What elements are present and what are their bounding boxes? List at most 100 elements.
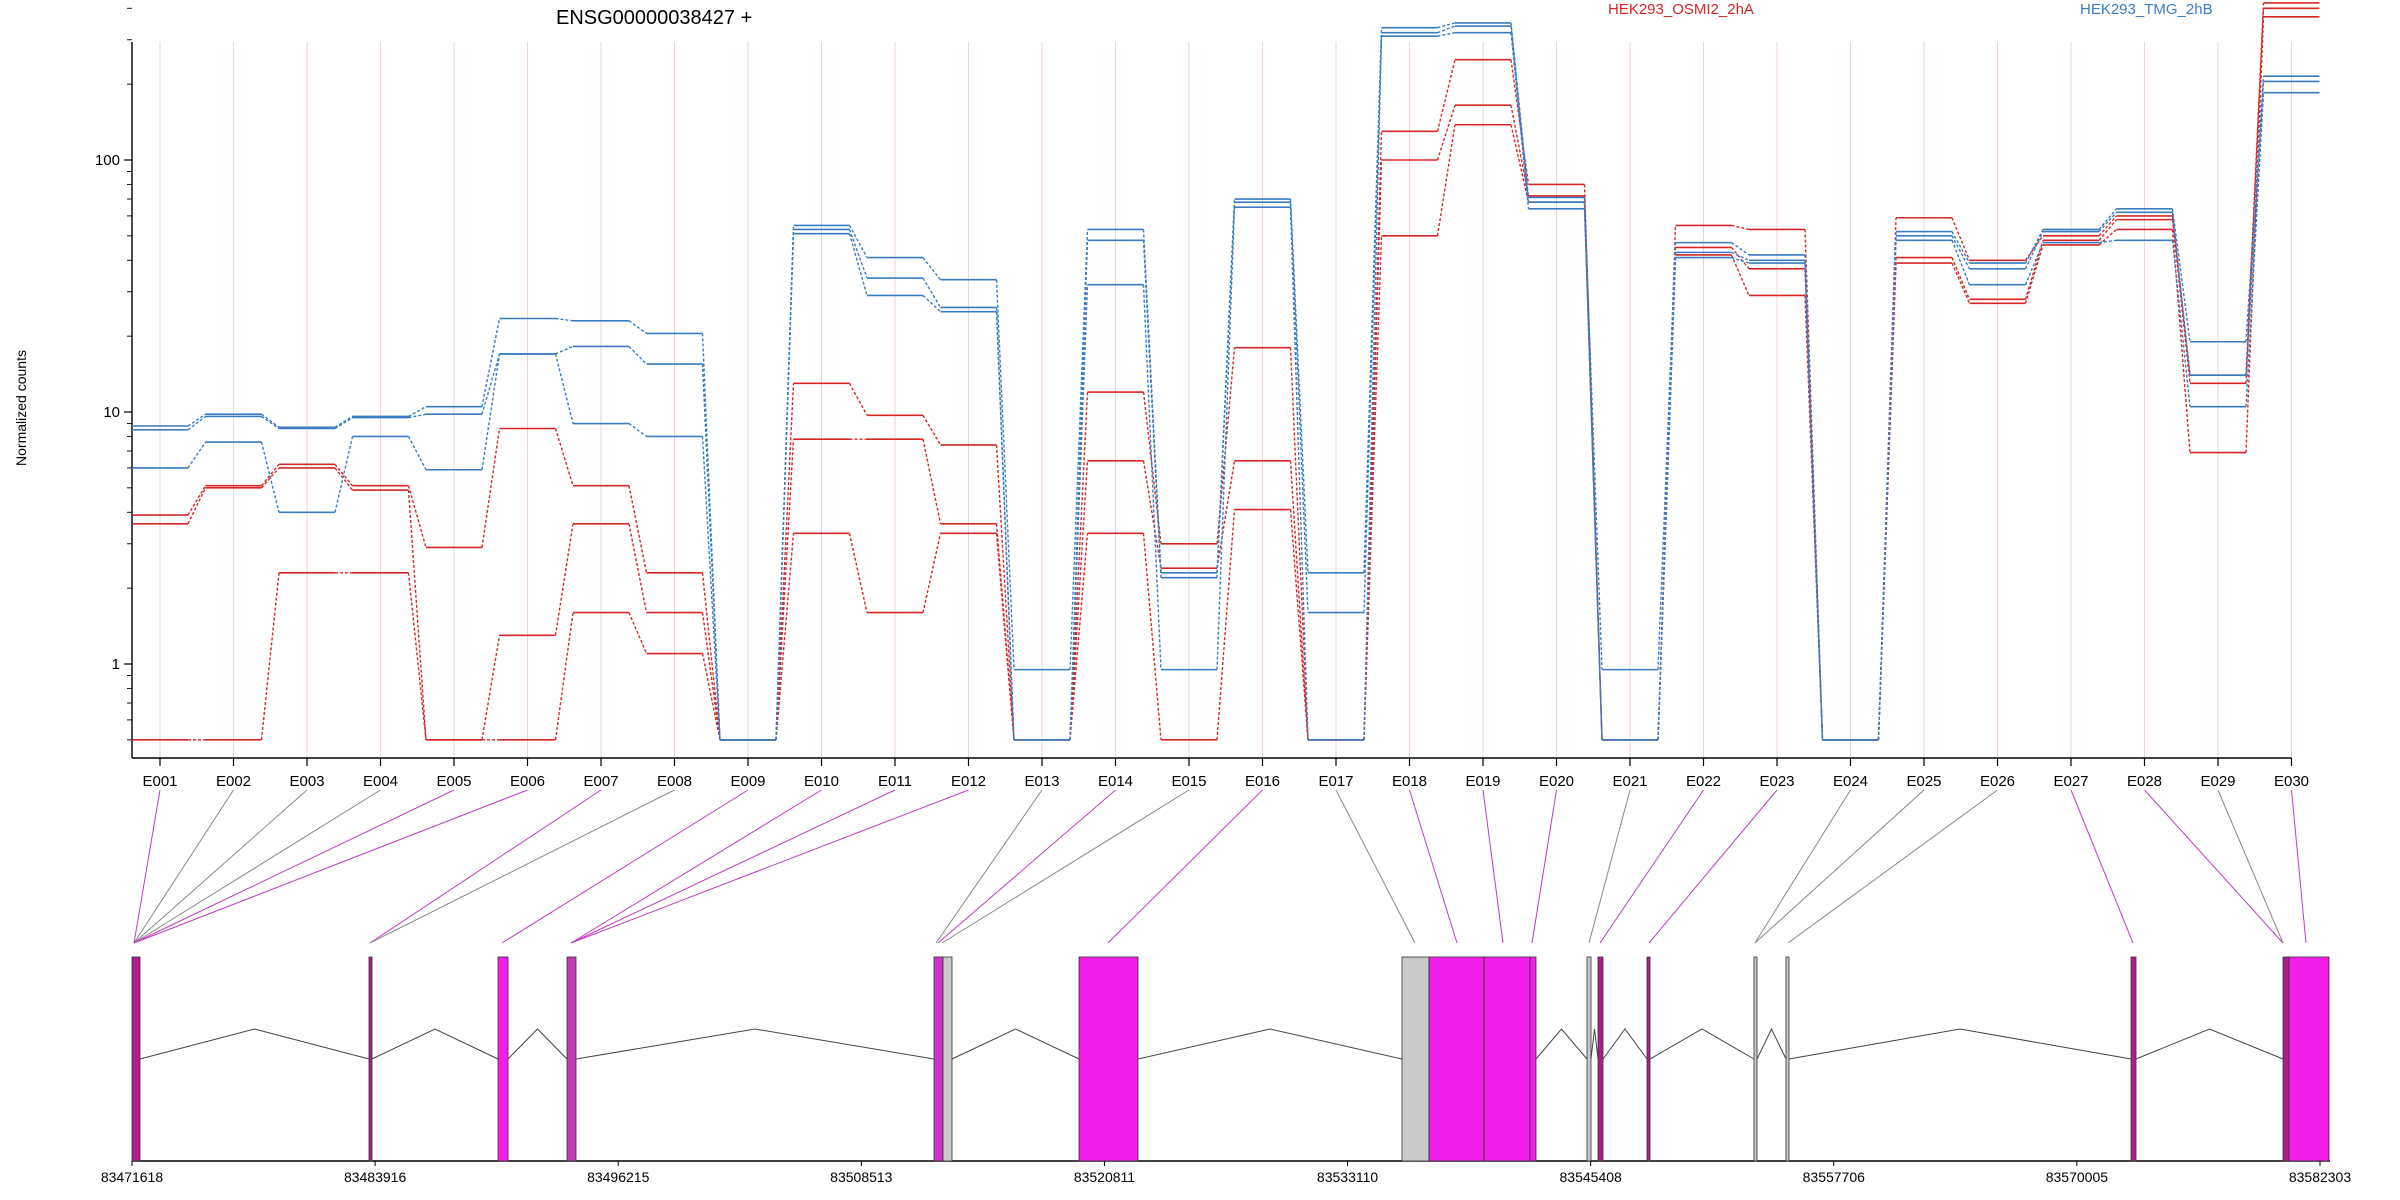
series-connector: [407, 485, 427, 548]
x-tick-label: E002: [216, 773, 251, 790]
intron-line: [1602, 1028, 1648, 1060]
genome-coordinates: 83471618 83483916 83496215 83508513 83520811…: [101, 1161, 2351, 1185]
series-connector: [775, 533, 795, 740]
series-6: [132, 31, 2320, 741]
series-connector: [995, 533, 1015, 740]
series-connector: [775, 233, 795, 740]
x-tick-label: E028: [2127, 773, 2162, 790]
coord-label: 83545408: [1560, 1169, 1623, 1185]
series-connector: [628, 485, 648, 573]
series-connector: [334, 463, 354, 487]
y-tick-label: 1: [112, 656, 120, 673]
series-connector: [2171, 212, 2191, 376]
exon-block: [2282, 956, 2290, 1162]
exon-connector: [1588, 789, 1631, 944]
series-connector: [1142, 460, 1162, 569]
y-tick-label: 10: [103, 404, 120, 421]
series-connector: [481, 635, 501, 740]
series-connector: [2245, 76, 2265, 342]
series-connector: [1731, 224, 1750, 231]
series-connector: [1069, 229, 1089, 670]
series-connector: [1436, 59, 1456, 132]
exon-connector: [369, 789, 675, 944]
series-connector: [555, 345, 574, 355]
coord-label: 83471618: [101, 1169, 164, 1185]
x-tick-label: E026: [1980, 773, 2015, 790]
series-connector: [628, 612, 648, 654]
series-connector: [1583, 208, 1603, 740]
series-connector: [1142, 284, 1162, 670]
coord-label: 83508513: [830, 1169, 893, 1185]
series-connector: [1436, 104, 1456, 161]
series-connector: [554, 428, 574, 486]
series-connector: [407, 572, 427, 740]
series-connector: [995, 311, 1015, 740]
exon-connector: [941, 789, 1190, 944]
x-tick-label: E003: [289, 773, 324, 790]
x-tick-label: E017: [1318, 773, 1353, 790]
intron-line: [1535, 1028, 1588, 1060]
series-connector: [1289, 460, 1309, 740]
series-connector: [701, 612, 721, 740]
series-connector: [1951, 262, 1971, 304]
series-connector: [2024, 231, 2044, 270]
legend-label-osmi2: HEK293_OSMI2_2hA: [1608, 1, 1754, 18]
series-connector: [1289, 202, 1309, 613]
series-connector: [481, 318, 501, 407]
series-connector: [1216, 460, 1236, 569]
series-connector: [848, 233, 868, 296]
x-tick-label: E029: [2200, 773, 2235, 790]
exon-block: [1401, 956, 1430, 1162]
exon-connector: [1482, 789, 1504, 944]
gene-model: [131, 956, 2330, 1162]
series-connector: [1216, 202, 1236, 578]
exon-connector: [1648, 789, 1778, 944]
x-tick-label: E019: [1465, 773, 1500, 790]
series-connector: [1951, 217, 1971, 261]
series-connector: [628, 320, 647, 335]
exon-connector: [1409, 789, 1458, 944]
exon-block: [2130, 956, 2137, 1162]
intron-line: [1788, 1028, 2132, 1060]
series-connector: [848, 225, 868, 258]
x-tick-label: E011: [878, 773, 912, 790]
series-connector: [481, 353, 501, 415]
series-connector: [1069, 284, 1089, 740]
intron-line: [951, 1028, 1080, 1060]
series-connector: [1657, 257, 1677, 740]
series-connector: [2245, 92, 2265, 407]
x-tick-label: E020: [1539, 773, 1574, 790]
x-tick-label: E014: [1098, 773, 1133, 790]
series-connector: [187, 485, 207, 516]
series-connector: [554, 612, 574, 740]
series-connector: [1877, 240, 1897, 740]
coord-label: 83557706: [1803, 1169, 1866, 1185]
exon-connector: [935, 789, 1043, 944]
exon-connector: [1599, 789, 1704, 944]
series-connector: [554, 523, 574, 636]
intron-line: [1590, 1028, 1599, 1060]
exon-block: [566, 956, 577, 1162]
series-connector: [1437, 32, 1456, 37]
series-connector: [1363, 36, 1383, 740]
grid-lines: [159, 42, 2292, 758]
series-connector: [1951, 257, 1971, 300]
exon-block: [1428, 956, 1485, 1162]
series-connector: [2245, 81, 2265, 376]
x-tick-label: E005: [436, 773, 471, 790]
exon-connector: [570, 789, 822, 944]
exon-connector: [570, 789, 896, 944]
exon-connector: [133, 789, 528, 944]
series-connector: [555, 317, 574, 322]
series-connector: [922, 277, 942, 308]
series-connector: [334, 467, 354, 491]
series-connector: [628, 523, 648, 613]
series-connector: [2024, 242, 2044, 285]
series-connector: [1731, 256, 1750, 264]
exon-connector: [570, 789, 969, 944]
exon-connector: [2070, 789, 2134, 944]
series-connector: [995, 444, 1015, 740]
series-3: [132, 16, 2320, 741]
series-connector: [1731, 251, 1750, 261]
